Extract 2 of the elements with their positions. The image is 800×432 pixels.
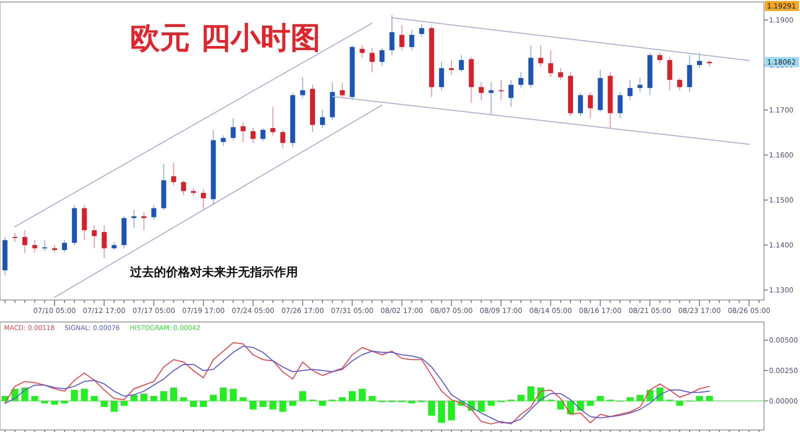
annotation: 过去的价格对未来并无指示作用 xyxy=(129,265,298,279)
text: 欧元 四小时图 xyxy=(130,21,320,56)
